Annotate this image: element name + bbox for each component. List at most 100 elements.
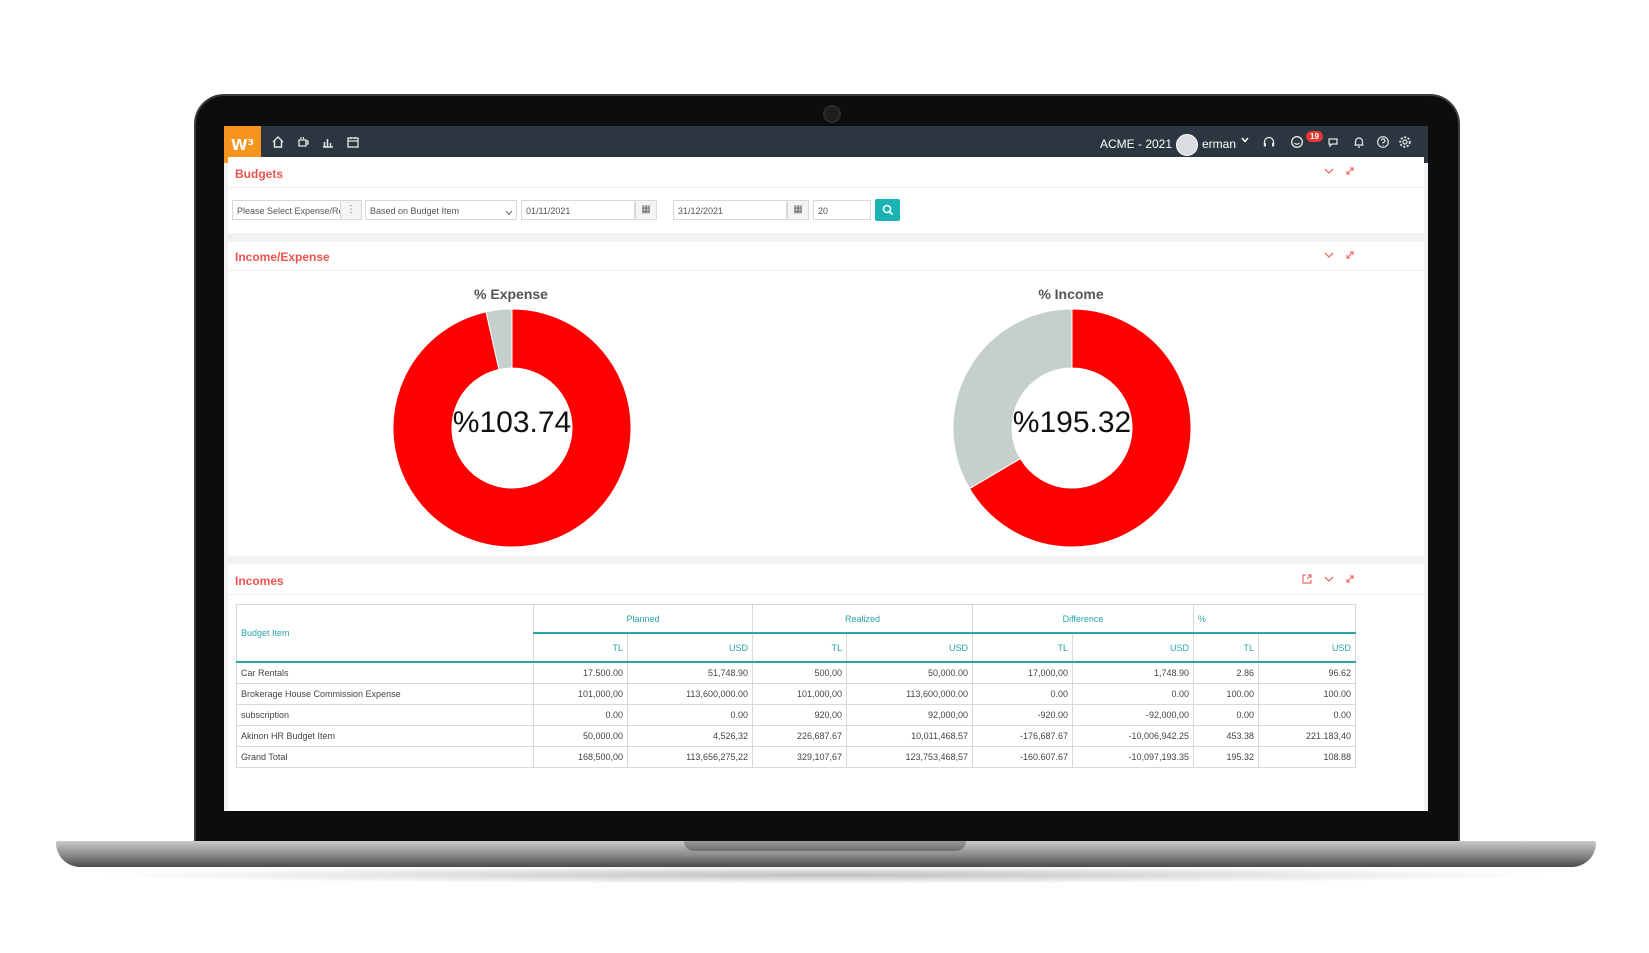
- start-date-field[interactable]: 01/11/2021: [521, 200, 635, 220]
- donut-slice[interactable]: [952, 308, 1073, 490]
- donut-slice[interactable]: [968, 308, 1192, 548]
- kebab-menu-icon[interactable]: ⋮: [340, 200, 362, 220]
- end-date-field[interactable]: 31/12/2021: [673, 200, 787, 220]
- panel-title: Income/Expense: [235, 250, 330, 264]
- notification-badge: 19: [1306, 131, 1323, 142]
- value-cell: 100.00: [1193, 683, 1260, 705]
- column-header-tl[interactable]: TL: [533, 632, 628, 663]
- laptop-notch: [684, 841, 966, 851]
- help-icon[interactable]: [1374, 135, 1392, 153]
- chevron-down-icon[interactable]: [1240, 135, 1250, 148]
- value-cell: 0.00: [972, 683, 1073, 705]
- panel-title: Budgets: [235, 167, 283, 181]
- budgets-panel: Budgets Please Select Expense/Re ⋮ Based…: [228, 157, 1424, 233]
- bell-icon[interactable]: [1350, 135, 1368, 153]
- value-cell: 0.00: [1258, 704, 1357, 726]
- search-button[interactable]: [875, 199, 900, 221]
- user-menu[interactable]: erman: [1202, 137, 1237, 151]
- headset-icon[interactable]: [1260, 135, 1278, 153]
- column-header-usd[interactable]: USD: [1258, 632, 1357, 663]
- chevron-down-icon[interactable]: [504, 205, 514, 223]
- value-cell: 920,00: [752, 704, 847, 726]
- value-cell: 123,753,468,57: [846, 746, 973, 768]
- company-selector[interactable]: ACME - 2021: [1100, 137, 1173, 151]
- chat-icon[interactable]: [1325, 135, 1343, 153]
- value-cell: 2.86: [1193, 661, 1260, 684]
- divider: [228, 594, 1424, 595]
- column-header-usd[interactable]: USD: [1071, 632, 1195, 663]
- value-cell: 4,526,32: [627, 725, 753, 747]
- value-cell: 113,600,000.00: [846, 683, 973, 705]
- table-row[interactable]: Car Rentals 17.500.00 51,748.90 500,00 50,00…: [236, 661, 1357, 684]
- calendar-icon[interactable]: ▦: [787, 200, 809, 220]
- value-cell: 101,000,00: [752, 683, 847, 705]
- column-header-tl[interactable]: TL: [1193, 632, 1260, 663]
- value-cell: 113,656,275,22: [627, 746, 753, 768]
- column-group-difference: Difference: [971, 604, 1195, 634]
- export-icon[interactable]: [1301, 573, 1313, 588]
- gear-icon[interactable]: [1396, 135, 1414, 153]
- value-cell: 195.32: [1193, 746, 1260, 768]
- bar-chart-icon[interactable]: [319, 135, 337, 153]
- avatar[interactable]: [1176, 134, 1198, 156]
- column-header-usd[interactable]: USD: [846, 632, 973, 663]
- value-cell: 17,000,00: [972, 661, 1073, 684]
- top-bar: W³ ACME - 2021 erman 19: [224, 126, 1428, 163]
- value-cell: 96.62: [1258, 661, 1357, 684]
- page-size-field[interactable]: 20: [813, 200, 871, 220]
- expand-icon[interactable]: [1344, 573, 1356, 588]
- income-center-label: %195.32: [1012, 406, 1132, 439]
- table-row[interactable]: subscription 0.00 0.00 920,00 92,000,00 -920.…: [236, 704, 1357, 726]
- calendar-icon[interactable]: [344, 135, 362, 153]
- value-cell: 0.00: [627, 704, 753, 726]
- app-logo[interactable]: W³: [224, 126, 261, 163]
- budget-item-cell: Brokerage House Commission Expense: [236, 683, 534, 705]
- expand-icon[interactable]: [1344, 249, 1356, 264]
- column-header-tl[interactable]: TL: [972, 632, 1073, 663]
- value-cell: 168,500,00: [533, 746, 628, 768]
- value-cell: 221.183,40: [1258, 725, 1357, 747]
- value-cell: 1,748.90: [1071, 661, 1195, 684]
- expense-center-label: %103.74: [452, 406, 572, 439]
- incomes-table: Budget Item Planned Realized Difference …: [236, 604, 1357, 768]
- collapse-icon[interactable]: [1323, 249, 1335, 264]
- table-row[interactable]: Grand Total 168,500,00 113,656,275,22 329,1…: [236, 746, 1357, 768]
- income-chart-title: % Income: [1038, 286, 1104, 302]
- table-row[interactable]: Akinon HR Budget Item 50,000.00 4,526,32 22…: [236, 725, 1357, 747]
- budget-item-cell: subscription: [236, 704, 534, 726]
- column-header-budget-item[interactable]: Budget Item: [236, 604, 534, 663]
- value-cell: -920.00: [972, 704, 1073, 726]
- collapse-icon[interactable]: [1323, 165, 1335, 180]
- table-row[interactable]: Brokerage House Commission Expense 101,00…: [236, 683, 1357, 705]
- camera: [823, 105, 841, 123]
- value-cell: 500,00: [752, 661, 847, 684]
- expand-icon[interactable]: [1344, 165, 1356, 180]
- column-header-tl[interactable]: TL: [752, 632, 847, 663]
- value-cell: 108.88: [1258, 746, 1357, 768]
- value-cell: 0.00: [1193, 704, 1260, 726]
- home-icon[interactable]: [269, 135, 287, 153]
- cup-icon[interactable]: [294, 135, 312, 153]
- column-header-usd[interactable]: USD: [627, 632, 753, 663]
- donut-slice[interactable]: [392, 308, 632, 548]
- smiley-icon[interactable]: [1288, 135, 1306, 153]
- value-cell: 101,000,00: [533, 683, 628, 705]
- income-donut-chart: [952, 308, 1192, 548]
- value-cell: 10,011,468.57: [846, 725, 973, 747]
- basis-select[interactable]: Based on Budget Item: [365, 200, 517, 220]
- budget-item-cell: Car Rentals: [236, 661, 534, 684]
- column-group-percent: %: [1193, 604, 1357, 634]
- donut-slice[interactable]: [485, 308, 513, 371]
- app-screen: W³ ACME - 2021 erman 19: [224, 126, 1428, 811]
- income-expense-panel: Income/Expense % Expense %103.74 % Incom…: [228, 242, 1424, 556]
- value-cell: 50,000.00: [533, 725, 628, 747]
- value-cell: -10,006,942.25: [1071, 725, 1195, 747]
- collapse-icon[interactable]: [1323, 573, 1335, 588]
- expense-income-select[interactable]: Please Select Expense/Re: [232, 200, 344, 220]
- value-cell: 100.00: [1258, 683, 1357, 705]
- calendar-icon[interactable]: ▦: [635, 200, 657, 220]
- column-group-realized: Realized: [752, 604, 973, 634]
- value-cell: 113,600,000.00: [627, 683, 753, 705]
- value-cell: -10,097,193.35: [1071, 746, 1195, 768]
- expense-chart-title: % Expense: [474, 286, 548, 302]
